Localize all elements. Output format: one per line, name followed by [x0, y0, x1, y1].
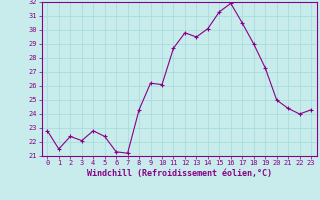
X-axis label: Windchill (Refroidissement éolien,°C): Windchill (Refroidissement éolien,°C) — [87, 169, 272, 178]
